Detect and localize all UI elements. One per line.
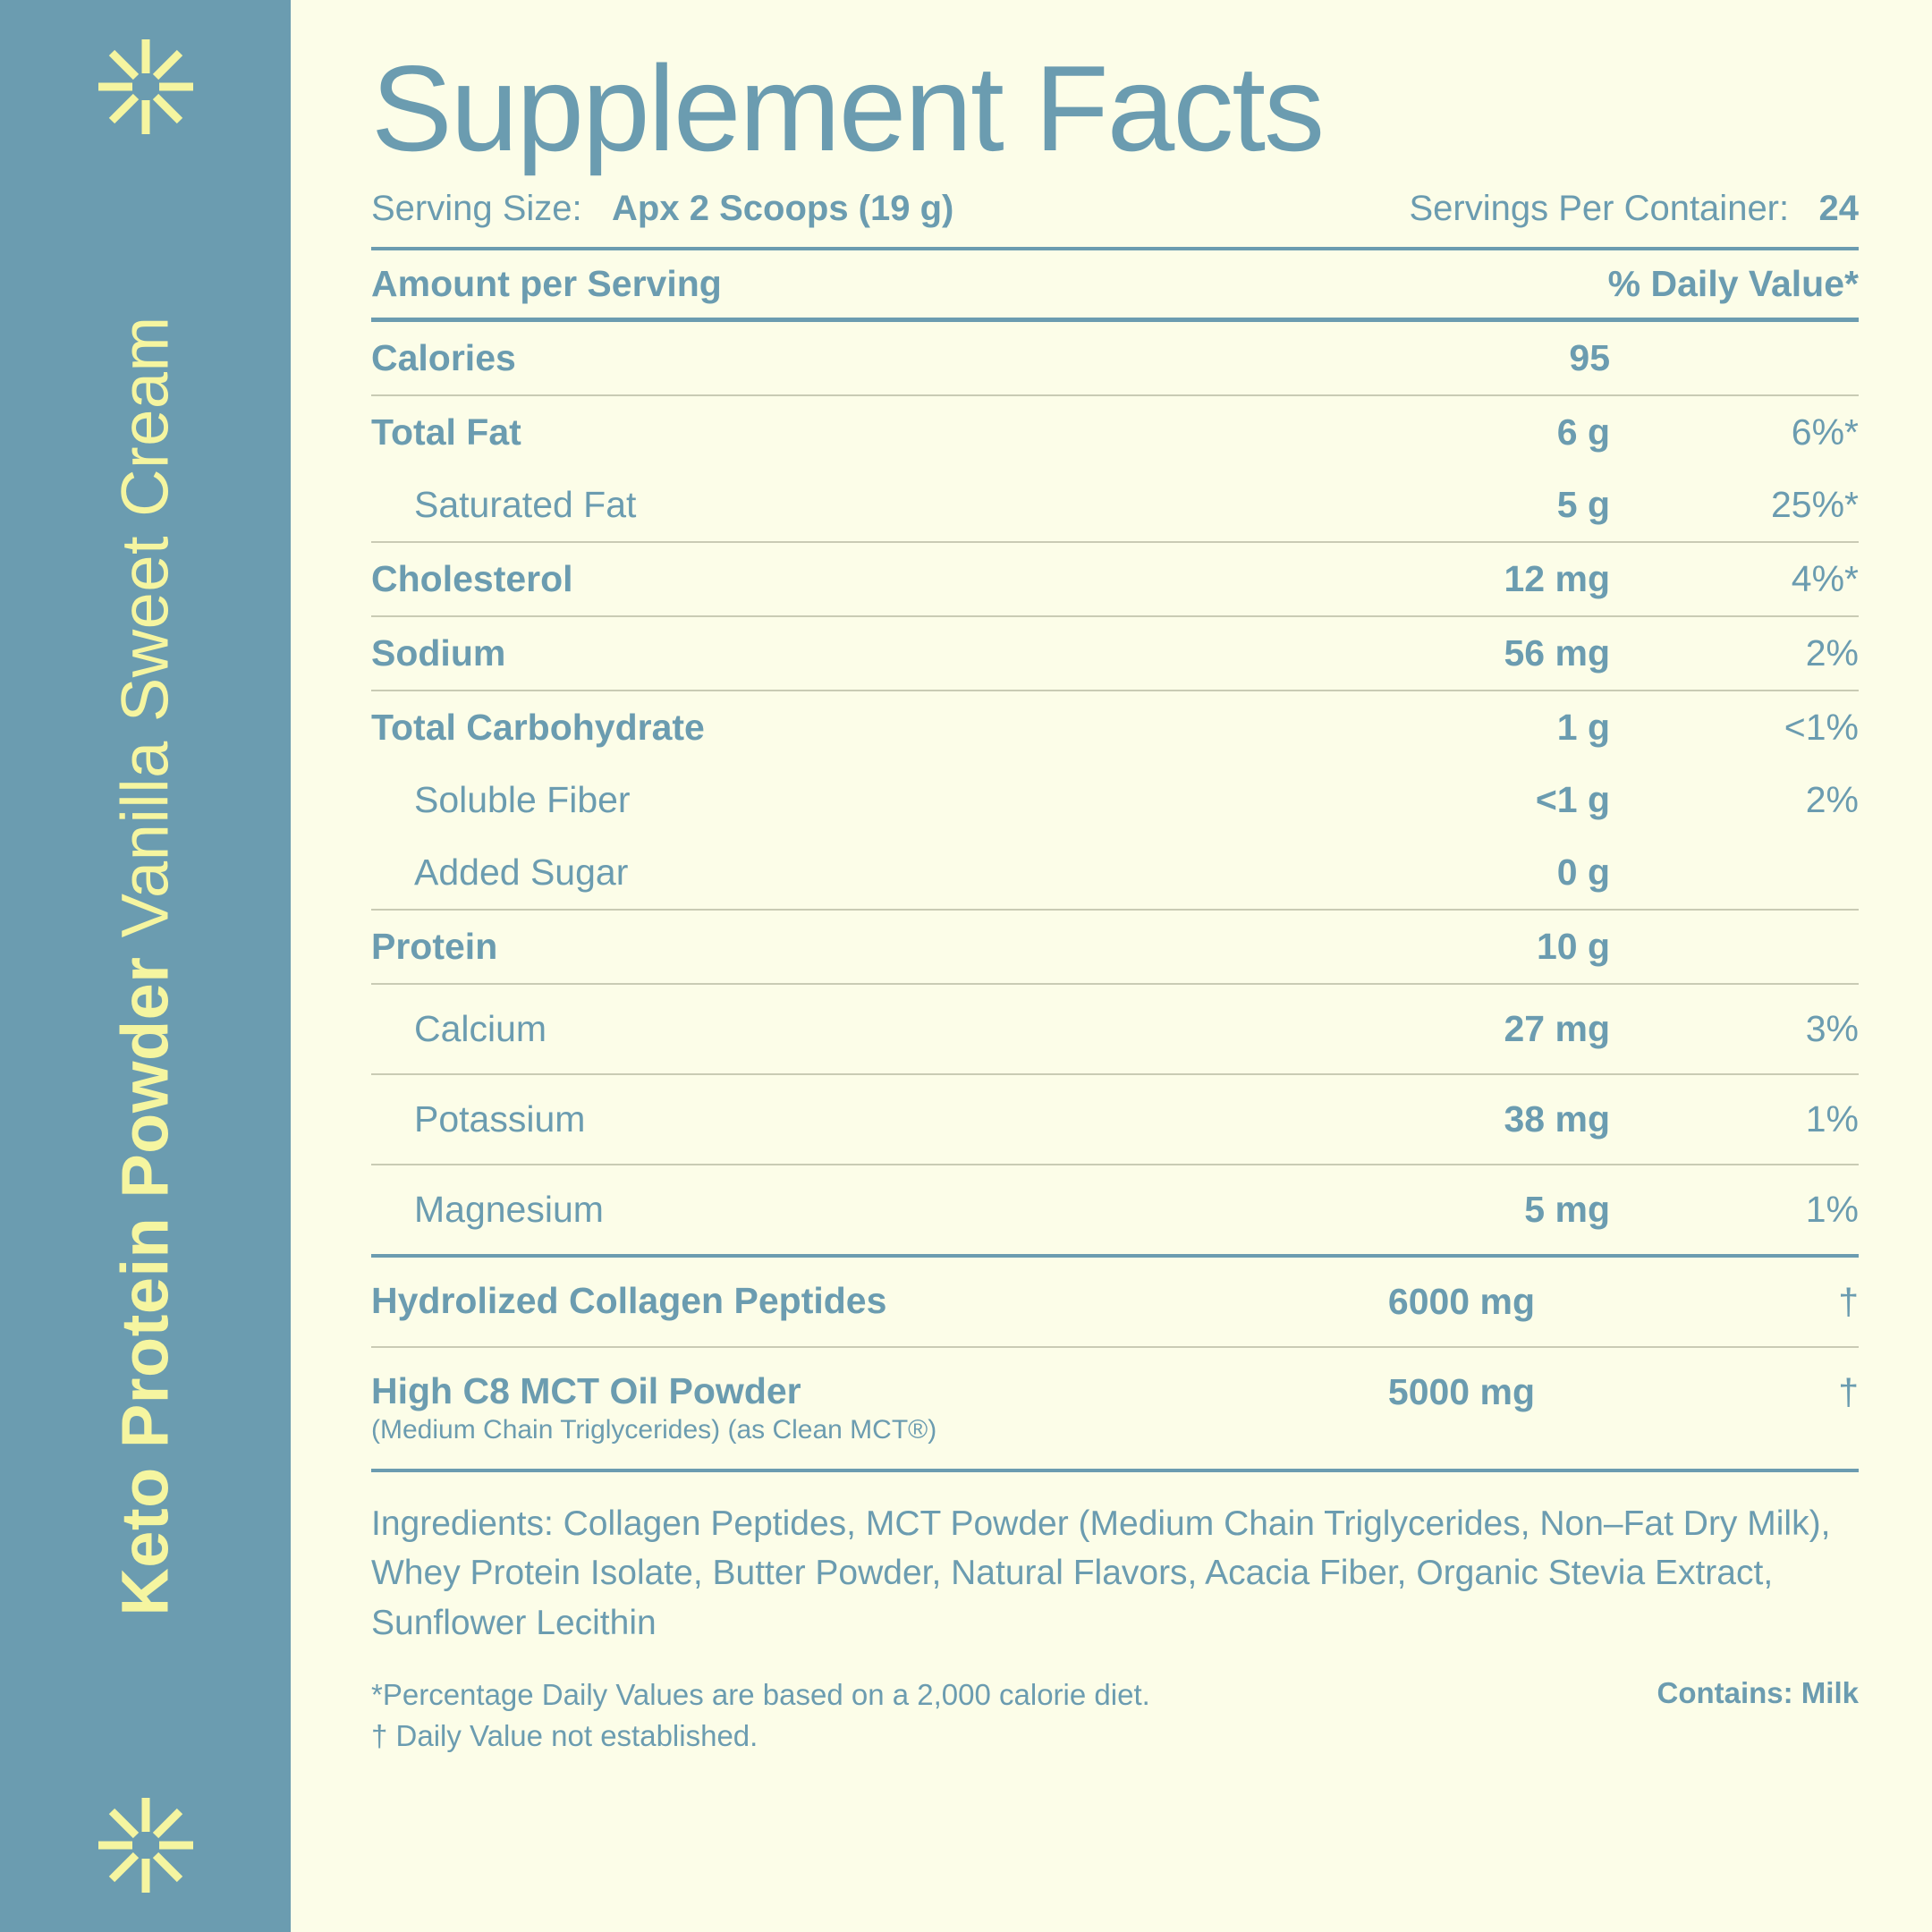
divider [371, 540, 1859, 543]
table-row-total-fat: Total Fat 6 g 6%* [371, 396, 1859, 469]
nutrient-name: Potassium [414, 1097, 586, 1140]
amount-per-serving-label: Amount per Serving [371, 262, 722, 304]
nutrient-name: Calcium [414, 1007, 547, 1049]
divider [371, 689, 1859, 691]
table-row-calcium: Calcium 27 mg 3% [371, 985, 1859, 1073]
blend-name: Hydrolized Collagen Peptides [371, 1279, 887, 1321]
blend-amount: 5000 mg [1387, 1370, 1535, 1412]
servings-per-container-label: Servings Per Container: [1409, 188, 1790, 228]
footnote-dagger: † Daily Value not established. [371, 1719, 758, 1753]
sparkle-burst-icon-bottom [93, 1792, 199, 1898]
nutrient-dv: 6%* [1791, 411, 1859, 453]
nutrient-dv: 2% [1805, 631, 1859, 674]
nutrient-amount: 5 mg [1524, 1188, 1610, 1230]
blend-name-group: High C8 MCT Oil Powder (Medium Chain Tri… [371, 1369, 1295, 1445]
product-sidebar: Keto Protein Powder Vanilla Sweet Cream [0, 0, 291, 1932]
divider [371, 1072, 1859, 1075]
footnote-daily-values: *Percentage Daily Values are based on a … [371, 1678, 1150, 1712]
blend-amount: 6000 mg [1387, 1280, 1535, 1322]
nutrient-amount: 27 mg [1504, 1007, 1611, 1049]
nutrient-name: Added Sugar [414, 851, 629, 893]
divider [371, 982, 1859, 985]
serving-info-row: Serving Size: Apx 2 Scoops (19 g) Servin… [371, 189, 1859, 247]
facts-panel: Supplement Facts Serving Size: Apx 2 Sco… [291, 0, 1932, 1932]
nutrient-amount: 38 mg [1504, 1097, 1611, 1140]
product-flavor: Vanilla Sweet Cream [107, 316, 182, 938]
table-row-cholesterol: Cholesterol 12 mg 4%* [371, 543, 1859, 615]
product-title-rotated: Keto Protein Powder Vanilla Sweet Cream [108, 316, 182, 1615]
divider [371, 394, 1859, 396]
serving-size: Serving Size: Apx 2 Scoops (19 g) [371, 189, 953, 229]
table-row-protein: Protein 10 g [371, 911, 1859, 983]
footnote-lines: *Percentage Daily Values are based on a … [371, 1674, 1150, 1757]
divider-above-blends [371, 1253, 1859, 1258]
nutrient-amount: 6 g [1556, 411, 1610, 453]
allergen-statement: Contains: Milk [1657, 1676, 1859, 1710]
daily-value-label: % Daily Value* [1607, 262, 1859, 304]
ingredients-text: Ingredients: Collagen Peptides, MCT Powd… [371, 1504, 1831, 1642]
blend-dv: † [1838, 1280, 1859, 1322]
nutrient-dv: 3% [1805, 1007, 1859, 1049]
nutrient-dv: 4%* [1791, 557, 1859, 599]
divider [371, 614, 1859, 617]
table-row-magnesium: Magnesium 5 mg 1% [371, 1165, 1859, 1254]
nutrient-dv: <1% [1784, 706, 1859, 748]
blend-dv: † [1838, 1370, 1859, 1412]
sparkle-burst-icon-top [93, 34, 199, 140]
page-title: Supplement Facts [371, 40, 1325, 176]
divider-under-header [371, 317, 1859, 322]
nutrient-amount: 5 g [1556, 483, 1610, 525]
table-row-mct-oil-powder: High C8 MCT Oil Powder (Medium Chain Tri… [371, 1348, 1859, 1469]
divider [371, 1163, 1859, 1165]
nutrient-name: Sodium [371, 631, 506, 674]
nutrient-amount: 10 g [1536, 925, 1610, 967]
nutrient-dv: 25%* [1770, 483, 1859, 525]
amount-per-serving-header-row: Amount per Serving % Daily Value* [371, 250, 1859, 318]
nutrient-amount: <1 g [1535, 778, 1610, 820]
nutrient-name: Magnesium [414, 1188, 604, 1230]
nutrient-name: Soluble Fiber [414, 778, 631, 820]
nutrient-dv: 1% [1805, 1188, 1859, 1230]
serving-size-value: Apx 2 Scoops (19 g) [612, 188, 954, 228]
servings-per-container: Servings Per Container: 24 [1409, 189, 1859, 229]
table-row-potassium: Potassium 38 mg 1% [371, 1075, 1859, 1164]
nutrient-name: Calories [371, 336, 516, 378]
servings-per-container-value: 24 [1818, 188, 1860, 228]
serving-size-label: Serving Size: [371, 188, 582, 228]
nutrient-name: Protein [371, 925, 498, 967]
nutrient-dv: 2% [1805, 778, 1859, 820]
footnotes-section: *Percentage Daily Values are based on a … [371, 1653, 1859, 1757]
nutrient-amount: 1 g [1556, 706, 1610, 748]
nutrient-amount: 0 g [1556, 851, 1610, 893]
nutrient-name: Total Fat [371, 411, 521, 453]
nutrient-dv: 1% [1805, 1097, 1859, 1140]
nutrient-name: Saturated Fat [414, 483, 637, 525]
table-row-saturated-fat: Saturated Fat 5 g 25%* [371, 469, 1859, 541]
divider [371, 908, 1859, 911]
nutrient-name: Total Carbohydrate [371, 706, 705, 748]
nutrient-amount: 95 [1569, 336, 1610, 378]
table-row-calories: Calories 95 [371, 322, 1859, 394]
table-row-added-sugar: Added Sugar 0 g [371, 836, 1859, 909]
nutrient-amount: 56 mg [1504, 631, 1611, 674]
divider [371, 1345, 1859, 1348]
blend-name: High C8 MCT Oil Powder [371, 1369, 801, 1411]
divider-under-serving [371, 246, 1859, 250]
nutrient-name: Cholesterol [371, 557, 573, 599]
table-row-soluble-fiber: Soluble Fiber <1 g 2% [371, 764, 1859, 836]
nutrient-amount: 12 mg [1504, 557, 1611, 599]
table-row-collagen-peptides: Hydrolized Collagen Peptides 6000 mg † [371, 1258, 1859, 1346]
table-row-total-carbohydrate: Total Carbohydrate 1 g <1% [371, 691, 1859, 764]
table-row-sodium: Sodium 56 mg 2% [371, 617, 1859, 690]
blend-subtext: (Medium Chain Triglycerides) (as Clean M… [371, 1414, 937, 1445]
sidebar-text-container: Keto Protein Powder Vanilla Sweet Cream [0, 140, 291, 1792]
product-name: Keto Protein Powder [107, 956, 182, 1616]
divider-above-ingredients [371, 1469, 1859, 1473]
